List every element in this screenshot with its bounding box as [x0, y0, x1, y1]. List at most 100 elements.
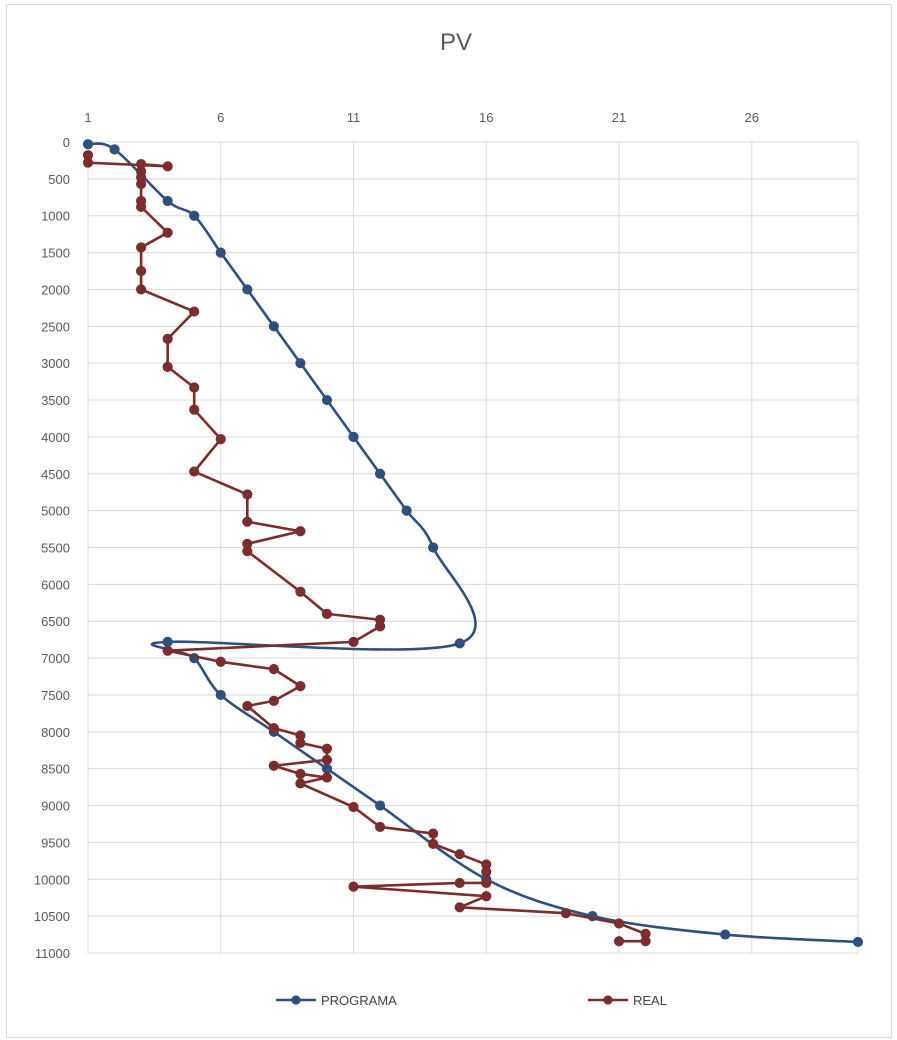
data-point-real	[162, 645, 173, 656]
data-point-programa	[109, 144, 120, 155]
data-point-real	[82, 157, 94, 168]
y-tick-label: 1000	[41, 209, 70, 224]
data-point-real	[242, 516, 253, 527]
series-line-real	[86, 153, 647, 943]
legend-label: PROGRAMA	[321, 993, 397, 1008]
data-point-real	[454, 902, 465, 913]
data-point-programa	[215, 247, 226, 258]
data-point-programa	[321, 394, 333, 406]
data-point-programa	[82, 139, 94, 150]
data-point-real	[348, 801, 359, 813]
x-tick-labels: 1 6 11 16 21 26	[84, 110, 759, 125]
data-point-real	[348, 881, 359, 892]
y-tick-label: 5000	[41, 504, 70, 519]
data-point-real	[321, 743, 333, 754]
data-point-real	[268, 760, 279, 771]
data-point-real	[560, 908, 572, 919]
data-point-real	[189, 404, 200, 415]
y-tick-label: 6000	[41, 577, 70, 592]
legend-item-real: REAL	[588, 993, 667, 1008]
data-point-programa	[374, 468, 386, 479]
data-point-real	[162, 227, 173, 238]
grid-lines	[87, 141, 859, 954]
data-point-real	[189, 306, 200, 317]
data-point-real	[268, 695, 279, 706]
data-point-programa	[428, 542, 439, 553]
data-point-real	[481, 866, 492, 878]
data-point-real	[481, 877, 492, 889]
y-tick-label: 3500	[41, 393, 70, 408]
y-tick-label: 8500	[41, 762, 70, 777]
data-point-real	[613, 936, 625, 947]
y-tick-label: 3000	[41, 356, 70, 371]
data-point-real	[374, 821, 386, 833]
y-tick-label: 10500	[34, 909, 70, 924]
x-tick-label: 1	[84, 110, 91, 125]
data-point-real	[136, 265, 147, 277]
y-tick-label: 6500	[41, 614, 70, 629]
y-tick-label: 4500	[41, 467, 70, 482]
data-point-real	[321, 754, 333, 765]
data-point-programa	[720, 929, 731, 940]
data-point-programa	[295, 358, 306, 369]
data-point-real	[162, 361, 173, 372]
x-tick-label: 11	[347, 110, 361, 125]
data-point-programa	[215, 689, 226, 701]
data-point-real	[428, 828, 439, 839]
data-point-real	[215, 656, 226, 667]
data-point-programa	[852, 936, 864, 948]
data-point-programa	[162, 195, 173, 207]
y-tick-label: 4000	[41, 430, 70, 445]
data-point-real	[295, 778, 306, 789]
y-tick-label: 0	[63, 135, 70, 150]
data-point-real	[268, 723, 279, 734]
data-point-real	[295, 681, 306, 692]
y-tick-label: 8000	[41, 725, 70, 740]
y-tick-labels: 0 500 1000 1500 2000 2500 3000 3500 4000 4500 5000…	[34, 135, 70, 961]
data-point-real	[321, 608, 333, 619]
data-point-real	[162, 161, 173, 172]
y-tick-label: 9000	[41, 799, 70, 814]
x-tick-label: 6	[217, 110, 224, 125]
data-point-real	[321, 772, 333, 783]
data-point-programa	[401, 505, 412, 516]
x-tick-label: 26	[745, 110, 759, 125]
data-point-real	[136, 284, 147, 295]
series-line-programa	[86, 142, 860, 944]
data-point-real	[454, 877, 465, 889]
data-point-real	[136, 178, 147, 190]
data-point-programa	[242, 284, 253, 295]
data-point-real	[189, 466, 200, 477]
data-point-real	[242, 546, 253, 557]
data-point-programa	[189, 210, 200, 221]
data-point-real	[189, 382, 200, 393]
data-series	[82, 139, 864, 948]
data-point-real	[640, 936, 651, 947]
series-programa	[82, 139, 864, 948]
legend: PROGRAMA REAL	[276, 993, 667, 1008]
y-tick-label: 2500	[41, 319, 70, 334]
chart-frame	[6, 4, 892, 1038]
y-tick-label: 7500	[41, 688, 70, 703]
legend-label: REAL	[633, 993, 667, 1008]
data-point-real	[268, 664, 279, 675]
y-tick-label: 5500	[41, 541, 70, 556]
data-point-programa	[162, 636, 173, 647]
data-point-real	[295, 737, 306, 748]
data-point-real	[454, 849, 465, 860]
x-tick-label: 21	[612, 110, 626, 125]
data-point-real	[295, 768, 306, 779]
data-point-real	[374, 621, 386, 632]
legend-swatch-marker	[291, 995, 301, 1005]
data-point-real	[136, 242, 147, 253]
y-tick-label: 11000	[35, 946, 70, 961]
y-tick-label: 7000	[41, 651, 70, 666]
data-point-programa	[268, 321, 279, 332]
data-point-programa	[374, 800, 386, 811]
y-tick-label: 1500	[41, 246, 70, 261]
chart-title: PV	[440, 29, 472, 56]
data-point-real	[242, 489, 253, 500]
data-point-real	[162, 333, 173, 344]
legend-item-programa: PROGRAMA	[276, 993, 397, 1008]
